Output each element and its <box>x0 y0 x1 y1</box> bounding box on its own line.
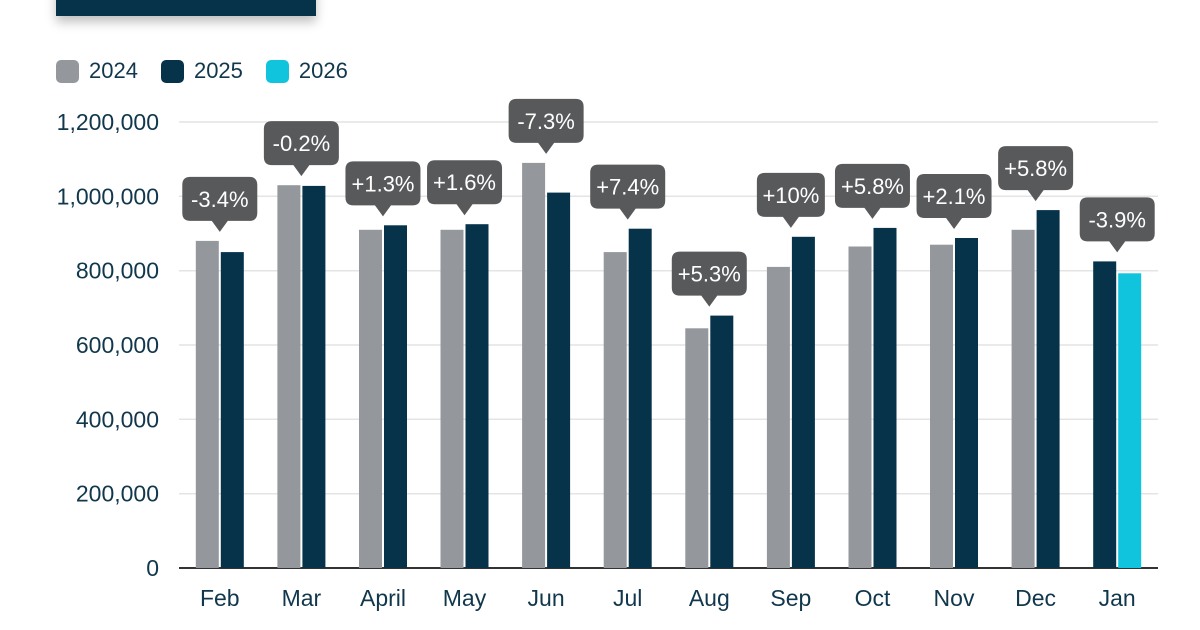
svg-text:+5.3%: +5.3% <box>678 262 741 287</box>
svg-text:+10%: +10% <box>762 183 819 208</box>
svg-text:600,000: 600,000 <box>76 332 159 358</box>
svg-text:-3.9%: -3.9% <box>1088 207 1145 232</box>
svg-text:+7.4%: +7.4% <box>596 175 659 200</box>
svg-text:April: April <box>360 585 406 611</box>
svg-text:400,000: 400,000 <box>76 406 159 432</box>
svg-text:Aug: Aug <box>689 585 730 611</box>
svg-text:Dec: Dec <box>1015 585 1056 611</box>
svg-text:0: 0 <box>146 555 159 581</box>
svg-text:Nov: Nov <box>934 585 975 611</box>
svg-text:+1.6%: +1.6% <box>433 170 496 195</box>
svg-text:-7.3%: -7.3% <box>517 109 574 134</box>
svg-text:200,000: 200,000 <box>76 481 159 507</box>
svg-text:Sep: Sep <box>770 585 811 611</box>
svg-text:+5.8%: +5.8% <box>1004 156 1067 181</box>
svg-text:1,000,000: 1,000,000 <box>57 183 159 209</box>
svg-text:-3.4%: -3.4% <box>191 187 248 212</box>
svg-text:Jun: Jun <box>528 585 565 611</box>
svg-text:Jan: Jan <box>1099 585 1136 611</box>
svg-text:+2.1%: +2.1% <box>923 184 986 209</box>
svg-text:Jul: Jul <box>613 585 642 611</box>
svg-text:+5.8%: +5.8% <box>841 174 904 199</box>
svg-text:Feb: Feb <box>200 585 240 611</box>
svg-text:-0.2%: -0.2% <box>273 131 330 156</box>
svg-text:800,000: 800,000 <box>76 258 159 284</box>
svg-text:1,200,000: 1,200,000 <box>57 109 159 135</box>
svg-text:Mar: Mar <box>282 585 322 611</box>
svg-text:May: May <box>443 585 487 611</box>
svg-text:+1.3%: +1.3% <box>352 171 415 196</box>
svg-text:Oct: Oct <box>855 585 891 611</box>
